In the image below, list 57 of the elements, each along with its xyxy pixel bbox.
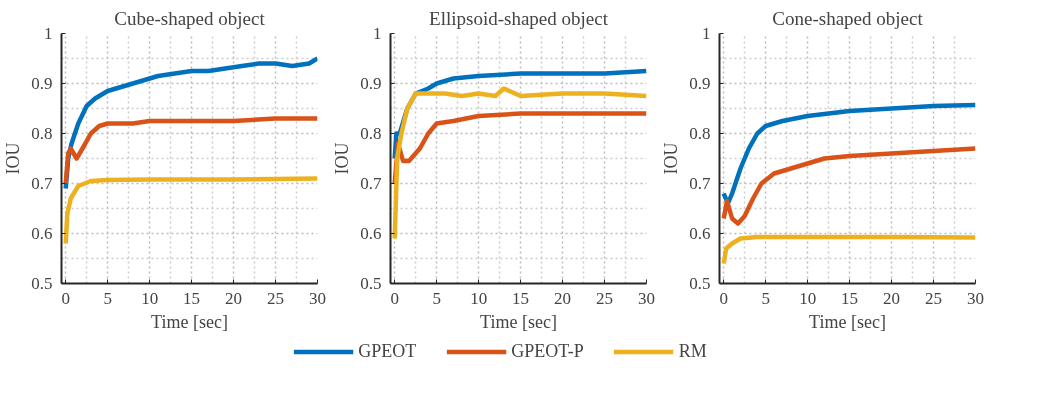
x-tick-label: 30 [309, 288, 326, 308]
x-tick-label: 20 [883, 288, 901, 308]
y-tick-label: 0.8 [360, 124, 382, 143]
x-tick-label: 0 [390, 288, 399, 308]
y-tick-label: 0.9 [31, 74, 53, 93]
y-tick-label: 0.6 [360, 224, 382, 243]
legend-label: GPEOT [358, 340, 417, 362]
line-series [63, 176, 318, 246]
line-series [721, 102, 976, 206]
x-tick-label: 30 [967, 288, 984, 308]
line-series [721, 146, 976, 226]
x-tick-label: 10 [470, 288, 488, 308]
x-axis-title: Time [sec] [151, 311, 228, 332]
x-tick-label: 25 [925, 288, 943, 308]
y-tick-label: 0.7 [360, 174, 382, 193]
x-tick-label: 15 [183, 288, 201, 308]
y-tick-label: 0.5 [31, 274, 53, 293]
y-tick-label: 1 [44, 24, 53, 43]
x-tick-label: 20 [225, 288, 243, 308]
y-tick-label: 0.8 [31, 124, 53, 143]
x-tick-label: 25 [596, 288, 614, 308]
y-tick-label: 1 [373, 24, 382, 43]
chart-title: Cube-shaped object [114, 7, 266, 29]
chart-title: Cone-shaped object [772, 7, 924, 29]
x-tick-label: 15 [841, 288, 859, 308]
y-tick-label: 0.9 [689, 74, 711, 93]
x-axis-title: Time [sec] [480, 311, 557, 332]
y-axis-title: IOU [3, 142, 24, 175]
legend-label: RM [678, 340, 707, 362]
y-tick-label: 0.7 [31, 174, 53, 193]
x-tick-label: 0 [719, 288, 728, 308]
x-tick-label: 5 [432, 288, 441, 308]
y-tick-label: 0.8 [689, 124, 711, 143]
y-tick-label: 0.5 [689, 274, 711, 293]
y-axis-title: IOU [332, 142, 353, 175]
y-tick-label: 0.6 [689, 224, 711, 243]
y-tick-label: 0.7 [689, 174, 711, 193]
y-tick-label: 1 [702, 24, 711, 43]
y-tick-label: 0.9 [360, 74, 382, 93]
x-tick-label: 5 [761, 288, 770, 308]
x-tick-label: 30 [638, 288, 655, 308]
line-series [721, 234, 976, 266]
x-tick-label: 0 [61, 288, 70, 308]
line-series [63, 116, 318, 186]
x-tick-label: 15 [512, 288, 530, 308]
chart-title: Ellipsoid-shaped object [429, 7, 609, 29]
y-tick-label: 0.6 [31, 224, 53, 243]
line-series [392, 86, 647, 241]
y-tick-label: 0.5 [360, 274, 382, 293]
legend-label: GPEOT-P [511, 340, 584, 362]
y-axis-title: IOU [661, 142, 682, 175]
x-tick-label: 10 [141, 288, 159, 308]
x-axis-title: Time [sec] [809, 311, 886, 332]
x-tick-label: 5 [103, 288, 112, 308]
x-tick-label: 20 [554, 288, 572, 308]
x-tick-label: 10 [799, 288, 817, 308]
x-tick-label: 25 [267, 288, 285, 308]
